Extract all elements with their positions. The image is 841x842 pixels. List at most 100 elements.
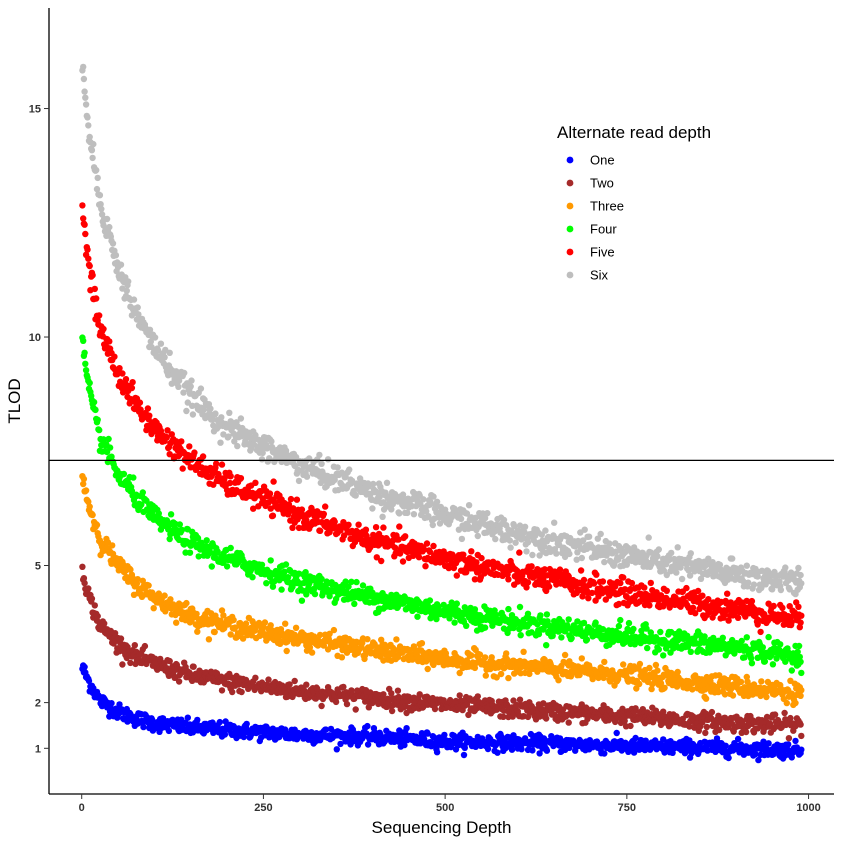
data-point — [199, 453, 207, 460]
data-point — [85, 677, 93, 685]
data-point — [788, 667, 795, 674]
data-point — [781, 709, 788, 717]
data-point — [798, 746, 805, 753]
data-point — [724, 590, 731, 597]
data-point — [94, 612, 101, 620]
data-point — [84, 114, 91, 121]
data-point — [474, 693, 481, 700]
data-point — [599, 578, 607, 585]
data-point — [106, 444, 114, 451]
data-point — [96, 312, 103, 319]
data-point — [399, 558, 407, 565]
data-point — [266, 490, 274, 497]
data-point — [798, 732, 805, 740]
data-point — [795, 642, 803, 650]
data-point — [145, 582, 152, 589]
data-point — [150, 605, 157, 612]
data-point — [94, 174, 101, 182]
data-point — [298, 597, 306, 604]
data-point — [303, 681, 310, 688]
data-point — [146, 412, 153, 419]
data-point — [267, 557, 274, 564]
data-point — [261, 619, 269, 626]
data-point — [106, 223, 113, 231]
data-point — [85, 255, 92, 262]
data-point — [520, 648, 527, 655]
data-point — [655, 646, 662, 653]
data-point — [396, 523, 403, 530]
data-point — [318, 702, 325, 710]
data-point — [580, 576, 588, 584]
data-point — [163, 665, 170, 672]
series-six — [79, 63, 805, 598]
data-point — [555, 677, 562, 684]
data-point — [130, 474, 137, 481]
data-point — [537, 612, 544, 619]
data-point — [661, 684, 668, 691]
data-point — [93, 521, 101, 529]
data-point — [761, 658, 769, 665]
data-point — [351, 600, 358, 608]
data-point — [683, 584, 690, 592]
data-point — [94, 416, 101, 423]
data-point — [218, 461, 226, 468]
data-point — [179, 465, 186, 472]
data-point — [330, 626, 338, 634]
data-point — [229, 688, 236, 696]
data-point — [461, 744, 468, 751]
data-point — [757, 628, 764, 636]
data-point — [283, 647, 290, 655]
data-point — [111, 353, 118, 360]
data-point — [505, 605, 512, 613]
data-point — [628, 579, 636, 587]
data-point — [729, 692, 737, 699]
data-point — [748, 597, 756, 605]
data-point — [737, 678, 745, 686]
data-point — [122, 376, 130, 383]
data-point — [364, 636, 371, 643]
data-point — [779, 604, 786, 612]
data-point — [644, 644, 651, 652]
data-point — [601, 750, 608, 757]
data-point — [311, 590, 319, 598]
data-point — [585, 595, 592, 602]
data-point — [792, 737, 799, 745]
data-point — [216, 718, 223, 726]
data-point — [558, 634, 565, 641]
data-point — [243, 720, 250, 728]
data-point — [128, 384, 136, 392]
data-point — [543, 747, 551, 754]
data-point — [161, 592, 168, 599]
data-point — [96, 426, 103, 434]
data-point — [109, 542, 116, 549]
data-point — [120, 470, 128, 478]
data-point — [601, 658, 608, 666]
data-point — [798, 669, 805, 677]
data-point — [88, 595, 96, 602]
data-point — [108, 700, 115, 707]
data-point — [632, 734, 639, 742]
data-point — [578, 655, 585, 662]
data-point — [80, 337, 87, 344]
data-point — [314, 685, 321, 692]
data-point — [451, 619, 458, 626]
data-point — [242, 620, 250, 627]
data-point — [79, 202, 86, 209]
data-point — [252, 479, 259, 486]
data-point — [722, 742, 729, 749]
data-point — [478, 554, 485, 562]
data-point — [394, 687, 402, 694]
data-point — [516, 603, 524, 611]
data-point — [593, 571, 600, 578]
data-point — [238, 688, 245, 696]
data-point — [91, 285, 99, 293]
data-point — [481, 624, 489, 631]
data-point — [79, 563, 86, 570]
data-point — [497, 670, 505, 678]
data-point — [636, 660, 644, 668]
data-point — [430, 542, 437, 550]
data-point — [343, 700, 351, 708]
data-point — [86, 262, 93, 270]
data-point — [625, 619, 633, 627]
data-point — [703, 723, 710, 731]
